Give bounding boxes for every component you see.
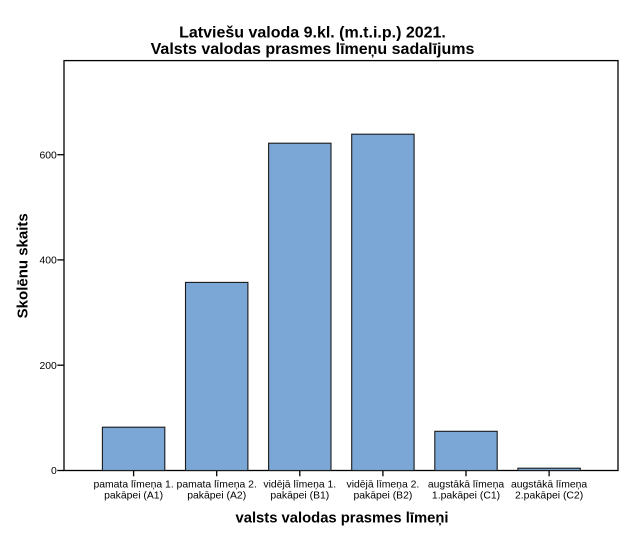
svg-text:vidējā līmeņa 1.: vidējā līmeņa 1. bbox=[263, 480, 336, 491]
svg-text:1.pakāpei (C1): 1.pakāpei (C1) bbox=[432, 490, 500, 501]
svg-text:valsts valodas prasmes līmeņi: valsts valodas prasmes līmeņi bbox=[235, 511, 448, 527]
svg-text:Latviešu valoda 9.kl. (m.t.i.p: Latviešu valoda 9.kl. (m.t.i.p.) 2021. bbox=[179, 25, 446, 42]
svg-text:augstākā līmeņa: augstākā līmeņa bbox=[511, 480, 587, 491]
svg-text:2.pakāpei (C2): 2.pakāpei (C2) bbox=[515, 490, 583, 501]
svg-text:pamata līmeņa 1.: pamata līmeņa 1. bbox=[93, 480, 173, 491]
svg-text:600: 600 bbox=[39, 150, 57, 161]
svg-text:400: 400 bbox=[39, 256, 57, 267]
svg-text:Valsts valodas prasmes līmeņu: Valsts valodas prasmes līmeņu sadalījums bbox=[151, 41, 475, 58]
svg-text:200: 200 bbox=[39, 361, 57, 372]
svg-text:pakāpei (B2): pakāpei (B2) bbox=[353, 490, 412, 501]
svg-text:pakāpei (A1): pakāpei (A1) bbox=[104, 490, 163, 501]
svg-text:Skolēnu skaits: Skolēnu skaits bbox=[14, 213, 31, 318]
svg-text:pakāpei (B1): pakāpei (B1) bbox=[270, 490, 329, 501]
svg-text:vidējā līmeņa 2.: vidējā līmeņa 2. bbox=[347, 480, 420, 491]
svg-text:pakāpei (A2): pakāpei (A2) bbox=[187, 490, 246, 501]
svg-text:augstākā līmeņa: augstākā līmeņa bbox=[428, 480, 504, 491]
svg-text:pamata līmeņa 2.: pamata līmeņa 2. bbox=[177, 480, 257, 491]
svg-text:0: 0 bbox=[51, 466, 57, 477]
